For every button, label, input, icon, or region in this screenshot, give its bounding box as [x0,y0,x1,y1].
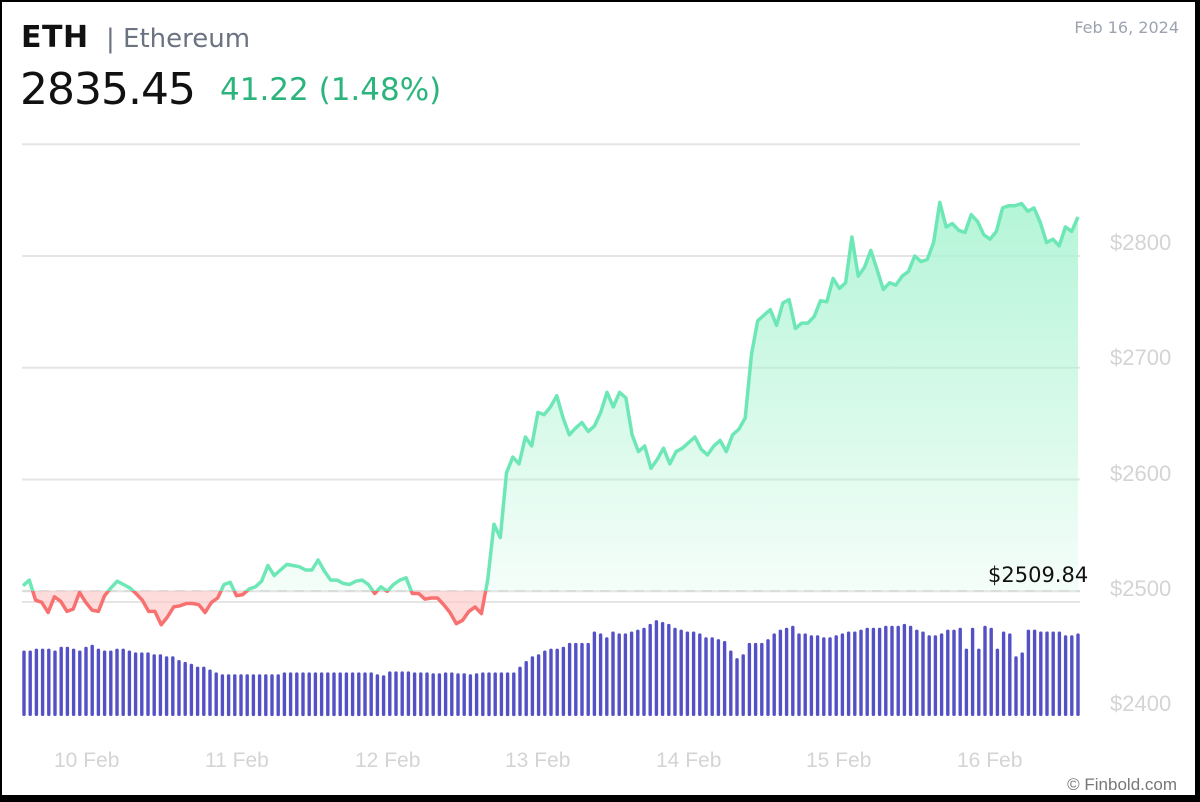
x-axis-label: 14 Feb [656,749,722,772]
price-line-up [21,200,1080,591]
chart-date: Feb 16, 2024 [1074,18,1179,37]
y-axis-label: $2700 [1110,345,1172,370]
x-axis-label: 11 Feb [205,749,269,772]
x-axis-label: 12 Feb [355,749,421,772]
asset-name: | Ethereum [106,24,251,54]
x-axis-label: 13 Feb [505,749,571,772]
area-fill-down [32,591,486,625]
y-axis-label: $2400 [1110,691,1172,716]
x-axis-label: 16 Feb [957,749,1023,772]
price-change: 41.22 (1.48%) [220,72,442,108]
x-axis-label: 10 Feb [54,749,120,772]
y-axis-label: $2600 [1110,461,1172,486]
volume-bars [22,620,1080,717]
price-line-down [30,591,488,627]
y-axis-label: $2500 [1110,576,1172,601]
x-axis-label: 15 Feb [806,749,872,772]
y-axis-label: $2800 [1110,230,1172,255]
current-price: 2835.45 [20,64,196,115]
reference-price-label: $2509.84 [988,563,1089,587]
ticker-symbol: ETH [21,20,89,55]
finbold-credit: © Finbold.com [1067,775,1177,794]
area-fill-up [23,202,1078,591]
